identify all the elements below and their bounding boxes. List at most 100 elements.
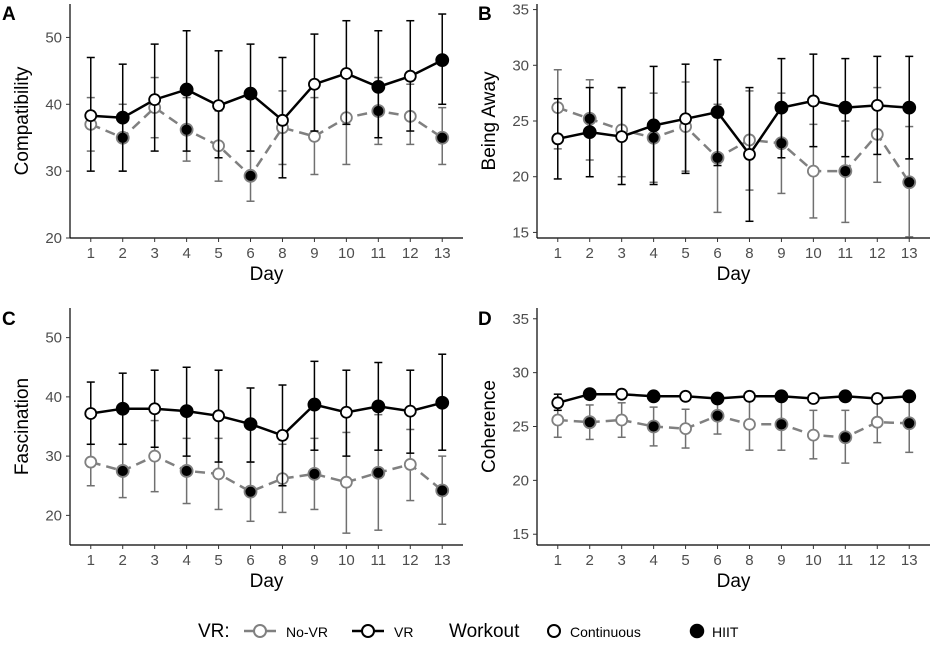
y-tick-label: 15 (512, 224, 529, 241)
data-point (870, 99, 884, 112)
y-axis-title: Compatibility (12, 66, 33, 175)
x-tick-label: 4 (182, 245, 190, 262)
data-point (551, 413, 565, 427)
panel-letter: C (2, 309, 16, 330)
series-no-vr (84, 413, 450, 534)
x-tick-label: 9 (310, 552, 318, 569)
x-tick-label: 13 (901, 552, 918, 569)
x-tick-label: 6 (246, 552, 254, 569)
x-tick-label: 1 (87, 552, 95, 569)
x-tick-label: 8 (278, 552, 286, 569)
data-point (115, 464, 130, 478)
y-tick-label: 20 (45, 230, 62, 247)
data-point (403, 458, 417, 471)
y-tick-label: 30 (45, 448, 62, 465)
x-axis-title: Day (250, 264, 284, 285)
data-point (243, 86, 258, 101)
y-tick-label: 40 (45, 389, 62, 406)
data-point (339, 67, 353, 80)
y-axis-title: Fascination (12, 378, 33, 475)
x-tick-label: 3 (150, 245, 158, 262)
data-point (838, 100, 853, 115)
data-point (84, 455, 98, 469)
data-point (551, 132, 565, 146)
legend-vr-title: VR: (198, 621, 230, 642)
x-tick-label: 10 (805, 245, 822, 262)
y-axis-title: Coherence (479, 380, 500, 473)
x-tick-label: 3 (617, 552, 625, 569)
x-tick-label: 3 (150, 552, 158, 569)
data-point (148, 93, 162, 107)
data-point (148, 449, 162, 463)
y-tick-label: 30 (45, 163, 62, 180)
data-point (743, 417, 756, 431)
data-point (582, 415, 597, 430)
y-tick-label: 50 (45, 29, 62, 46)
x-tick-label: 11 (371, 552, 387, 569)
data-point (371, 465, 386, 480)
data-point (743, 148, 756, 161)
x-tick-label: 6 (246, 245, 254, 262)
data-point (212, 99, 225, 113)
data-point (870, 392, 884, 405)
data-point (806, 428, 820, 442)
data-point (339, 405, 353, 419)
x-tick-label: 9 (777, 552, 785, 569)
data-point (243, 417, 258, 432)
x-tick-label: 12 (869, 552, 886, 569)
data-point (212, 467, 225, 481)
x-tick-label: 5 (214, 552, 222, 569)
data-point (838, 430, 853, 445)
data-point (743, 389, 756, 403)
y-axis-title: Being Away (479, 71, 500, 170)
x-tick-label: 6 (713, 245, 721, 262)
data-point (371, 399, 386, 414)
data-point (774, 100, 789, 115)
x-tick-label: 2 (119, 552, 127, 569)
data-point (276, 428, 289, 442)
data-point (435, 130, 450, 145)
x-tick-label: 11 (838, 552, 854, 569)
data-point (902, 100, 917, 115)
x-tick-label: 2 (586, 552, 594, 569)
panel-letter: B (478, 4, 492, 25)
x-tick-label: 4 (649, 552, 657, 569)
y-tick-label: 40 (45, 96, 62, 113)
data-point (435, 395, 450, 410)
data-point (308, 77, 321, 91)
data-point (179, 82, 194, 97)
data-point (806, 392, 820, 405)
data-point (679, 422, 692, 436)
legend-novr-label: No-VR (286, 624, 328, 640)
data-point (551, 396, 565, 410)
series-line (557, 106, 911, 183)
data-point (774, 417, 789, 432)
data-point (307, 397, 322, 412)
data-point (212, 409, 225, 423)
legend-vr-label: VR (394, 624, 413, 640)
data-point (710, 408, 725, 423)
x-tick-label: 12 (869, 245, 886, 262)
data-point (902, 416, 917, 431)
x-tick-label: 8 (745, 245, 753, 262)
series-no-vr (551, 68, 917, 238)
x-tick-label: 12 (402, 245, 419, 262)
data-point (371, 80, 386, 94)
data-point (615, 130, 629, 144)
x-axis-title: Day (717, 264, 751, 285)
y-tick-label: 30 (512, 365, 529, 382)
legend-continuous-marker (547, 624, 561, 638)
series-no-vr (84, 70, 450, 202)
data-point (615, 413, 629, 427)
data-point (435, 483, 450, 498)
data-point (902, 389, 917, 404)
panel-letter: D (478, 309, 492, 330)
series-vr (551, 387, 917, 412)
data-point (339, 475, 353, 489)
x-tick-label: 9 (777, 245, 785, 262)
data-point (870, 415, 884, 429)
series-no-vr (551, 395, 917, 464)
x-tick-label: 9 (310, 245, 318, 262)
